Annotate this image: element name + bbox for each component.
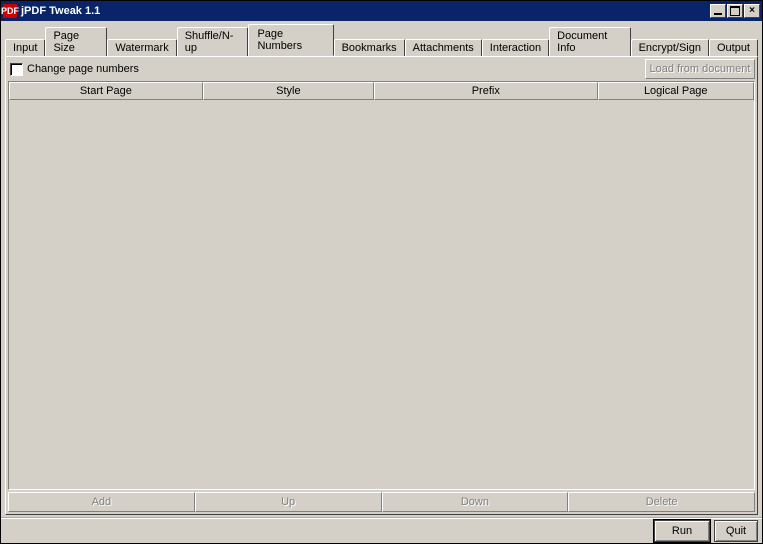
tab-panel: Change page numbers Load from document S…: [5, 56, 758, 515]
column-logical-page[interactable]: Logical Page: [598, 82, 754, 100]
add-button[interactable]: Add: [8, 492, 195, 512]
minimize-button[interactable]: [710, 4, 726, 18]
tab-interaction[interactable]: Interaction: [482, 39, 549, 57]
maximize-button[interactable]: [727, 4, 743, 18]
tab-output[interactable]: Output: [709, 39, 758, 57]
titlebar[interactable]: PDF jPDF Tweak 1.1 ×: [1, 1, 762, 21]
tab-shuffle-nup[interactable]: Shuffle/N-up: [177, 27, 249, 57]
window-control-group: ×: [709, 4, 760, 18]
column-prefix[interactable]: Prefix: [374, 82, 598, 100]
app-window: PDF jPDF Tweak 1.1 × Input Page Size Wat…: [0, 0, 763, 544]
footer: Run Quit: [1, 517, 762, 543]
load-from-document-button[interactable]: Load from document: [645, 59, 755, 79]
delete-button[interactable]: Delete: [568, 492, 755, 512]
options-row: Change page numbers Load from document: [8, 59, 755, 79]
tab-document-info[interactable]: Document Info: [549, 27, 630, 57]
tab-page-numbers[interactable]: Page Numbers: [248, 24, 333, 56]
window-title: jPDF Tweak 1.1: [21, 5, 709, 17]
tab-page-size[interactable]: Page Size: [45, 27, 107, 57]
close-button[interactable]: ×: [744, 4, 760, 18]
change-page-numbers-checkbox[interactable]: [10, 63, 23, 76]
down-button[interactable]: Down: [382, 492, 569, 512]
column-start-page[interactable]: Start Page: [9, 82, 203, 100]
table-action-row: Add Up Down Delete: [8, 492, 755, 512]
run-button[interactable]: Run: [654, 520, 710, 542]
up-button[interactable]: Up: [195, 492, 382, 512]
tab-attachments[interactable]: Attachments: [405, 39, 482, 57]
app-icon: PDF: [3, 4, 17, 18]
page-numbers-table: Start Page Style Prefix Logical Page: [8, 81, 755, 490]
tab-bookmarks[interactable]: Bookmarks: [334, 39, 405, 57]
tab-watermark[interactable]: Watermark: [107, 39, 176, 57]
column-style[interactable]: Style: [203, 82, 374, 100]
tab-bar: Input Page Size Watermark Shuffle/N-up P…: [1, 21, 762, 56]
table-body[interactable]: [9, 100, 754, 489]
tab-encrypt-sign[interactable]: Encrypt/Sign: [631, 39, 709, 57]
tab-input[interactable]: Input: [5, 39, 45, 57]
quit-button[interactable]: Quit: [714, 520, 758, 542]
change-page-numbers-label: Change page numbers: [27, 63, 139, 75]
table-header-row: Start Page Style Prefix Logical Page: [9, 82, 754, 100]
